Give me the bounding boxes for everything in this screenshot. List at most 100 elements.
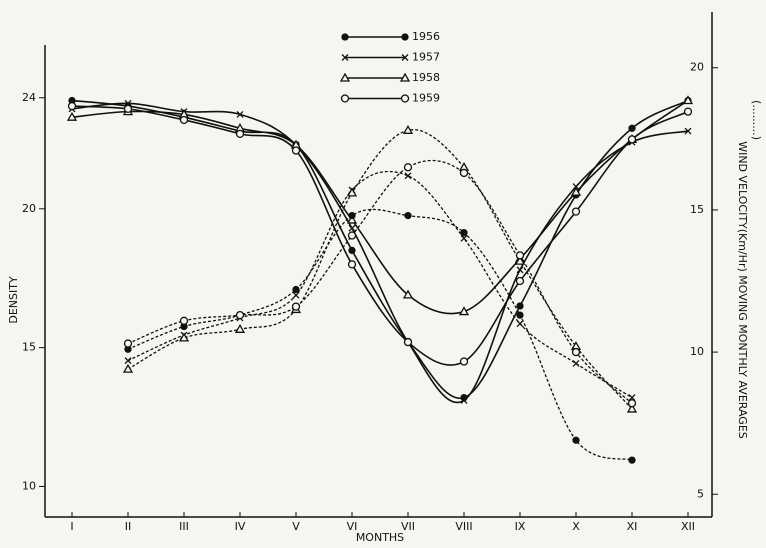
x-tick-label: III xyxy=(179,520,189,533)
y-tick-label: 15 xyxy=(22,341,36,354)
legend-label: 1956 xyxy=(412,30,440,43)
y2-axis-note: (.........) xyxy=(750,100,763,140)
legend-label: 1957 xyxy=(412,51,440,64)
point xyxy=(515,251,525,260)
series-line xyxy=(71,105,689,366)
x-tick-label: X xyxy=(572,520,580,533)
legend-marker xyxy=(400,94,410,103)
point xyxy=(516,311,524,319)
point xyxy=(122,363,134,373)
point xyxy=(67,101,77,111)
point xyxy=(683,107,693,116)
legend-marker xyxy=(401,54,409,61)
point xyxy=(516,266,524,274)
y2-tick-label: 10 xyxy=(690,345,704,358)
point xyxy=(235,129,245,138)
point xyxy=(628,456,636,464)
legend-marker xyxy=(339,72,351,82)
x-axis-label: MONTHS xyxy=(356,531,404,544)
point xyxy=(291,302,301,311)
x-tick-label: IV xyxy=(235,520,246,533)
point xyxy=(236,110,244,118)
point xyxy=(348,224,356,232)
point xyxy=(460,229,468,237)
point xyxy=(348,246,356,255)
series-line xyxy=(127,170,633,399)
x-tick-label: VIII xyxy=(455,520,472,533)
legend-marker xyxy=(401,33,409,41)
y2-tick-label: 15 xyxy=(690,203,704,216)
point xyxy=(404,211,412,220)
point xyxy=(292,285,300,294)
series-line xyxy=(127,208,633,461)
point xyxy=(346,214,358,224)
x-tick-label: I xyxy=(70,520,73,533)
point xyxy=(459,168,469,178)
point xyxy=(572,183,580,191)
legend-marker xyxy=(341,54,349,61)
point xyxy=(348,211,356,220)
point xyxy=(179,115,189,125)
point xyxy=(572,359,580,367)
y-tick-label: 10 xyxy=(22,479,36,492)
x-tick-label: XII xyxy=(681,520,695,533)
point xyxy=(347,231,357,240)
x-tick-label: VII xyxy=(401,520,415,533)
legend-marker xyxy=(399,72,411,82)
point xyxy=(571,207,581,216)
point xyxy=(684,127,692,135)
point xyxy=(682,95,694,105)
point xyxy=(627,399,637,408)
series-line xyxy=(71,102,689,404)
legend-marker xyxy=(340,94,350,103)
y-tick-label: 24 xyxy=(22,91,36,104)
point xyxy=(402,289,414,299)
point xyxy=(346,187,358,197)
y2-tick-label: 5 xyxy=(697,487,704,500)
point xyxy=(628,394,636,402)
series-line xyxy=(127,159,633,404)
point xyxy=(292,291,300,299)
point xyxy=(459,357,469,366)
y2-axis-label: WIND VELOCITY(Km/Hr) MOVING MONTHLY AVER… xyxy=(736,141,749,439)
series-line xyxy=(71,99,689,315)
point xyxy=(514,255,526,265)
x-tick-label: II xyxy=(125,520,132,533)
point xyxy=(515,276,525,286)
point xyxy=(123,104,133,114)
x-tick-label: VI xyxy=(347,520,358,533)
point xyxy=(402,124,414,134)
x-tick-label: IX xyxy=(515,520,526,533)
point xyxy=(572,436,580,444)
point xyxy=(460,234,468,242)
point xyxy=(458,306,470,316)
legend-marker xyxy=(341,33,349,41)
point xyxy=(347,260,357,269)
point xyxy=(291,146,301,155)
point xyxy=(124,357,132,365)
point xyxy=(179,316,189,325)
point xyxy=(123,339,133,348)
x-tick-label: V xyxy=(292,520,300,533)
y-tick-label: 20 xyxy=(22,202,36,215)
point xyxy=(626,403,638,413)
point xyxy=(178,332,190,342)
legend-label: 1958 xyxy=(412,71,440,84)
point xyxy=(516,302,524,310)
point xyxy=(235,310,245,320)
point xyxy=(66,111,78,121)
series-line xyxy=(127,129,633,410)
point xyxy=(460,396,468,404)
y2-tick-label: 20 xyxy=(690,61,704,74)
point xyxy=(234,324,246,333)
point xyxy=(627,135,637,144)
point xyxy=(404,172,412,180)
point xyxy=(516,320,524,328)
point xyxy=(570,186,582,196)
x-tick-label: XI xyxy=(627,520,638,533)
point xyxy=(571,347,581,357)
point xyxy=(403,337,413,347)
point xyxy=(403,163,413,172)
